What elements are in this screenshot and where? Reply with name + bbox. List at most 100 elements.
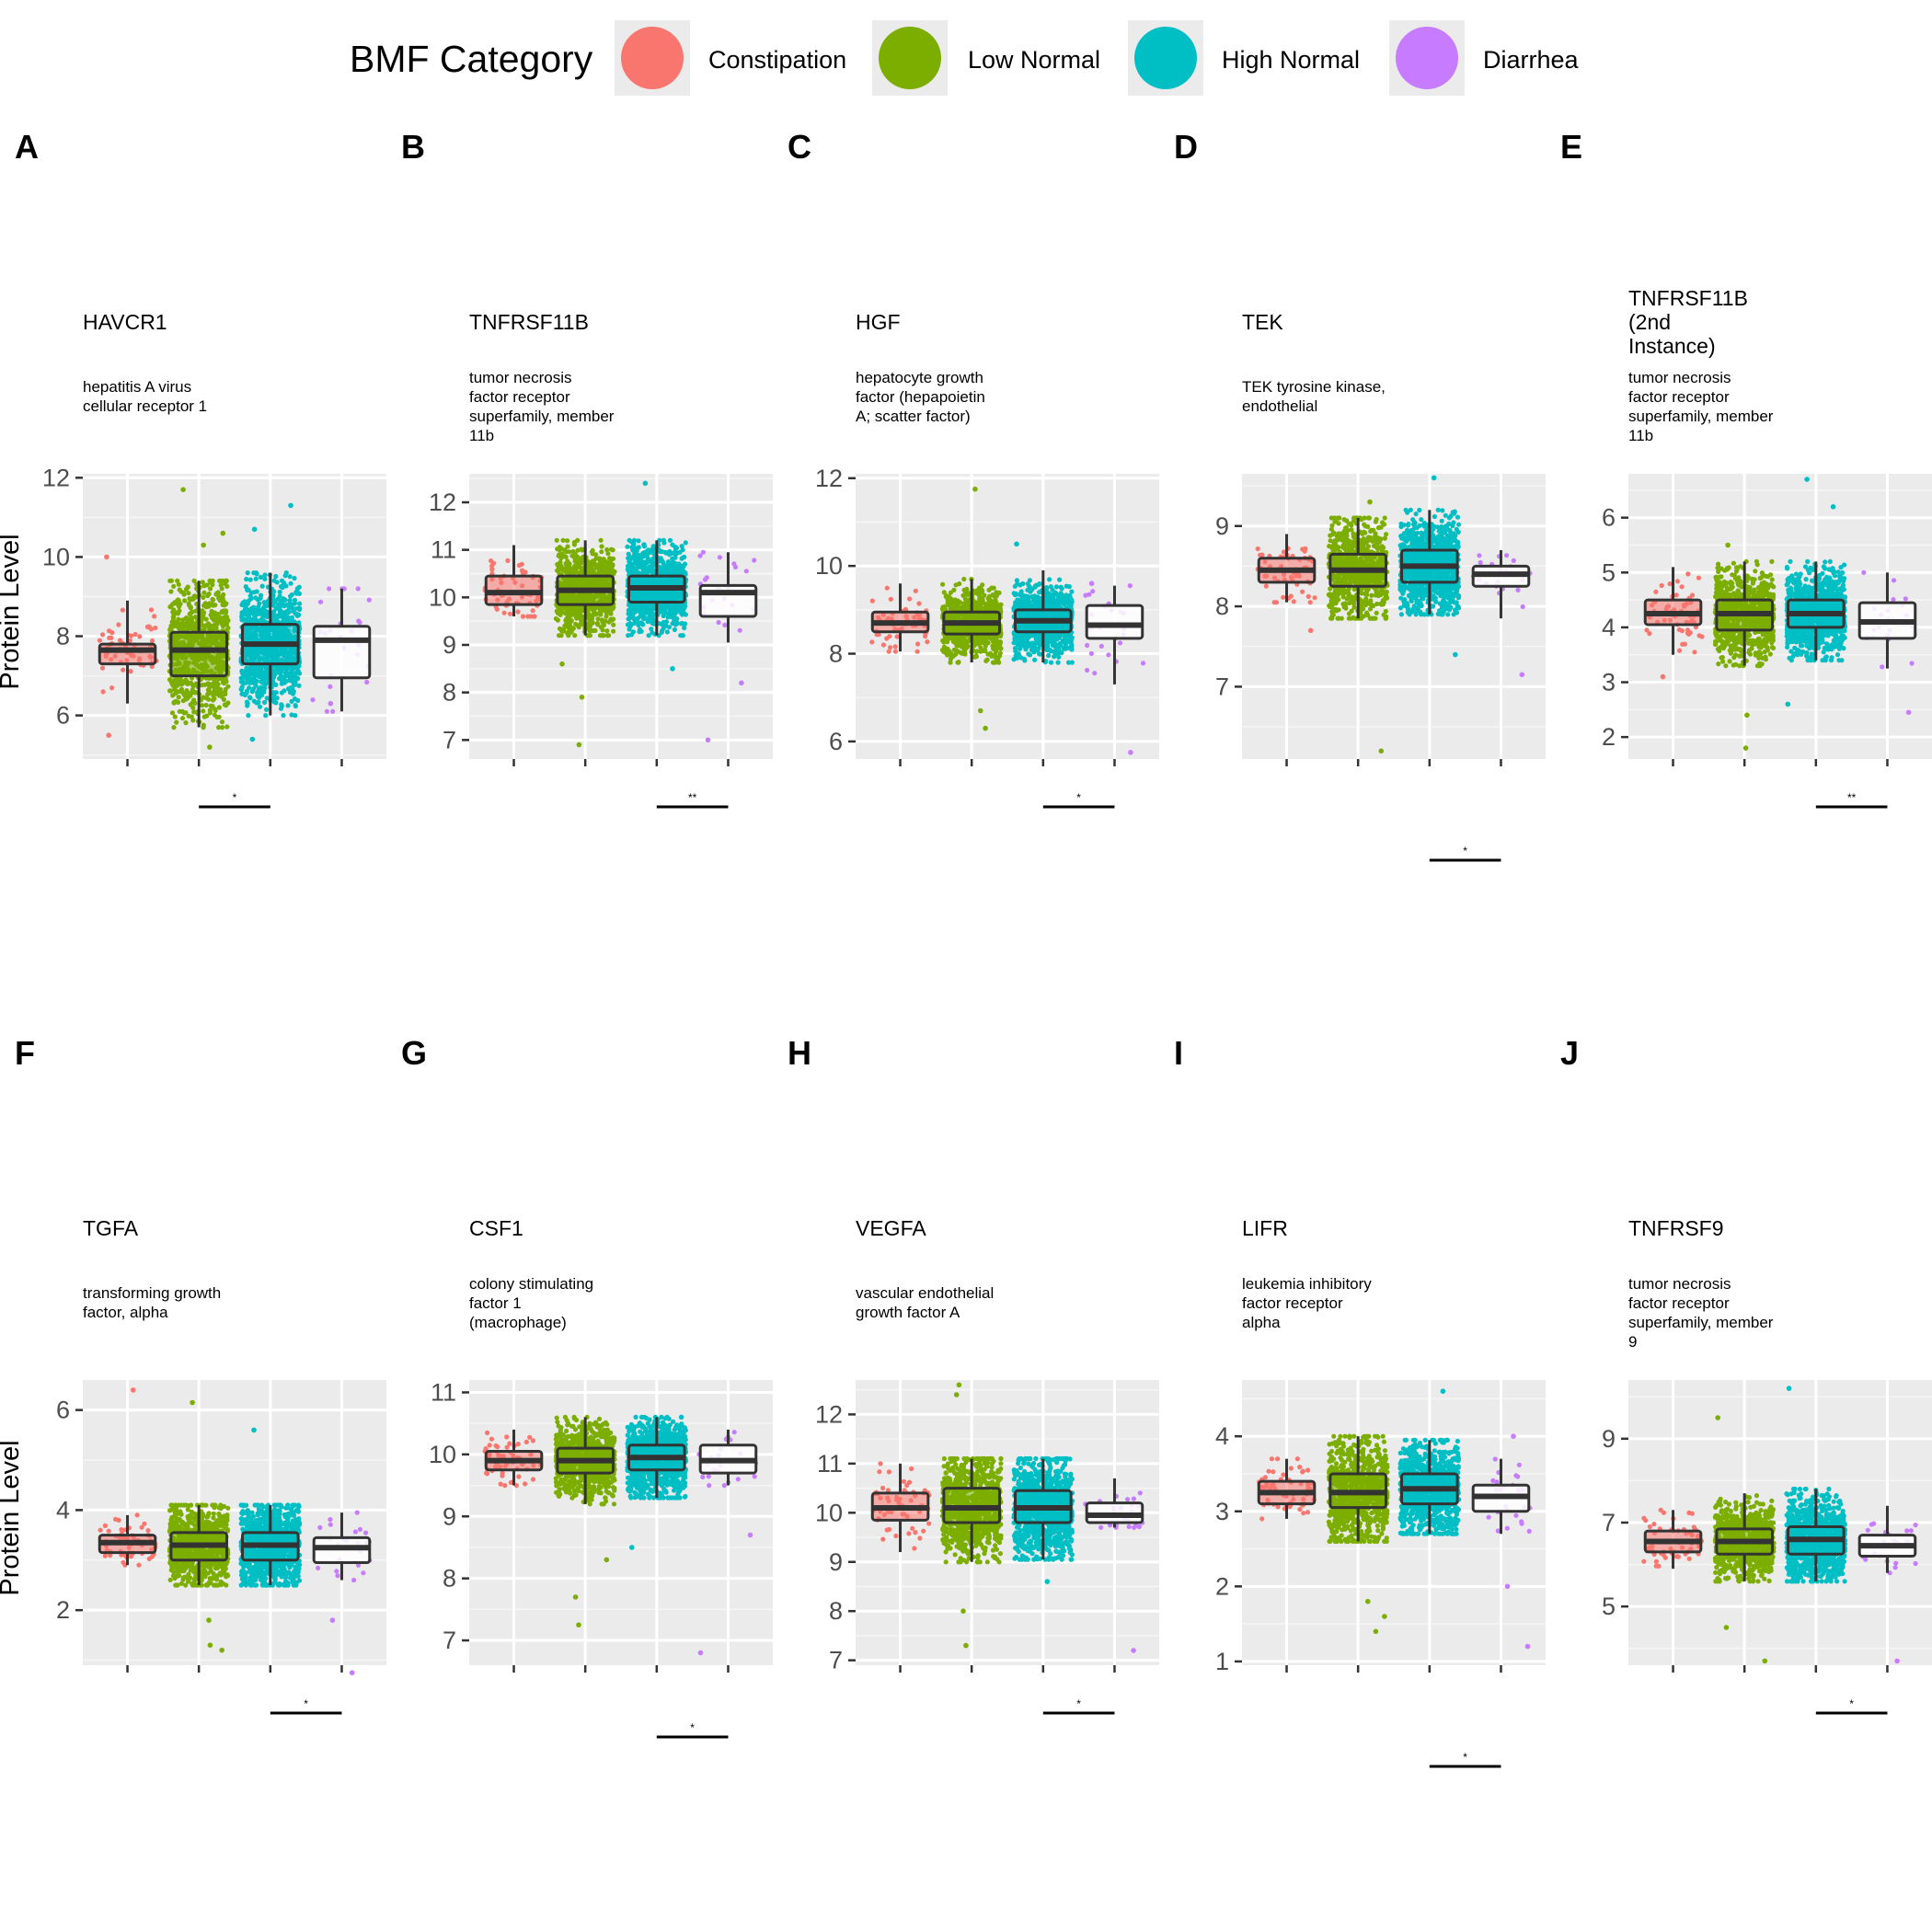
data-point — [271, 578, 277, 583]
data-point — [288, 593, 293, 599]
y-tick-label: 12 — [42, 464, 70, 491]
data-point — [273, 573, 279, 580]
data-point — [99, 665, 106, 671]
data-point — [249, 689, 255, 695]
outlier-point — [739, 680, 744, 686]
data-point — [207, 578, 213, 583]
data-point — [247, 577, 253, 582]
data-point — [995, 658, 1001, 664]
y-tick-label: 6 — [56, 702, 70, 730]
data-point — [200, 580, 205, 585]
outlier-point — [104, 554, 109, 560]
data-point — [515, 609, 521, 615]
data-point — [182, 598, 188, 604]
data-point — [262, 611, 268, 616]
data-point — [256, 699, 261, 705]
outlier-point — [207, 744, 213, 750]
data-point — [947, 599, 952, 604]
data-point — [996, 645, 1003, 650]
data-point — [171, 678, 177, 684]
data-point — [650, 548, 655, 554]
data-point — [219, 619, 224, 625]
data-point — [317, 599, 324, 604]
data-point — [182, 693, 188, 698]
data-point — [180, 621, 186, 627]
outlier-point — [670, 666, 675, 672]
y-tick-label: 9 — [443, 631, 456, 659]
legend-key-constipation — [621, 27, 684, 89]
data-point — [964, 586, 970, 592]
data-point — [913, 588, 918, 593]
data-point — [171, 725, 177, 730]
data-point — [219, 719, 225, 725]
data-point — [167, 578, 173, 583]
data-point — [171, 624, 177, 629]
data-point — [578, 617, 584, 623]
data-point — [297, 601, 303, 606]
data-point — [641, 615, 647, 621]
data-point — [586, 623, 592, 628]
data-point — [206, 591, 212, 597]
data-point — [880, 642, 887, 648]
data-point — [244, 576, 249, 582]
data-point — [1069, 589, 1075, 594]
data-point — [241, 681, 247, 686]
data-point — [261, 600, 267, 605]
data-point — [576, 558, 582, 564]
outlier-point — [251, 526, 258, 533]
data-point — [355, 586, 361, 592]
data-point — [357, 620, 362, 626]
data-point — [640, 607, 646, 613]
data-point — [670, 542, 675, 547]
data-point — [630, 539, 637, 545]
data-point — [174, 719, 179, 725]
data-point — [205, 621, 212, 627]
data-point — [257, 695, 262, 700]
data-point — [215, 618, 221, 624]
data-point — [238, 675, 244, 681]
data-point — [137, 634, 143, 639]
data-point — [610, 547, 615, 553]
data-point — [597, 606, 603, 612]
data-point — [673, 555, 678, 560]
data-point — [364, 679, 370, 685]
data-point — [679, 621, 684, 627]
data-point — [599, 557, 604, 562]
data-point — [282, 688, 287, 694]
data-point — [650, 544, 656, 549]
data-point — [717, 555, 723, 560]
data-point — [128, 669, 133, 674]
data-point — [886, 649, 891, 654]
data-point — [170, 615, 176, 620]
data-point — [680, 633, 685, 638]
data-point — [120, 607, 125, 613]
data-point — [629, 609, 635, 615]
data-point — [271, 699, 277, 705]
outlier-point — [559, 661, 565, 667]
data-point — [188, 702, 193, 707]
data-point — [264, 707, 270, 712]
data-point — [109, 630, 115, 636]
data-point — [202, 682, 208, 687]
panel-letter: A — [15, 128, 39, 166]
data-point — [191, 624, 197, 629]
data-point — [188, 693, 193, 698]
gene-description: A; scatter factor) — [856, 408, 971, 425]
data-point — [97, 638, 102, 643]
data-point — [563, 554, 569, 560]
outlier-point — [288, 502, 293, 509]
y-tick-label: 10 — [429, 583, 456, 611]
data-point — [293, 703, 298, 708]
data-point — [961, 639, 968, 645]
panel-letter: C — [788, 128, 811, 166]
data-point — [986, 587, 992, 593]
data-point — [630, 568, 636, 574]
data-point — [682, 625, 687, 631]
data-point — [979, 587, 984, 592]
data-point — [683, 540, 688, 546]
data-point — [984, 657, 990, 662]
data-point — [679, 544, 684, 549]
data-point — [659, 609, 664, 615]
data-point — [962, 591, 968, 597]
